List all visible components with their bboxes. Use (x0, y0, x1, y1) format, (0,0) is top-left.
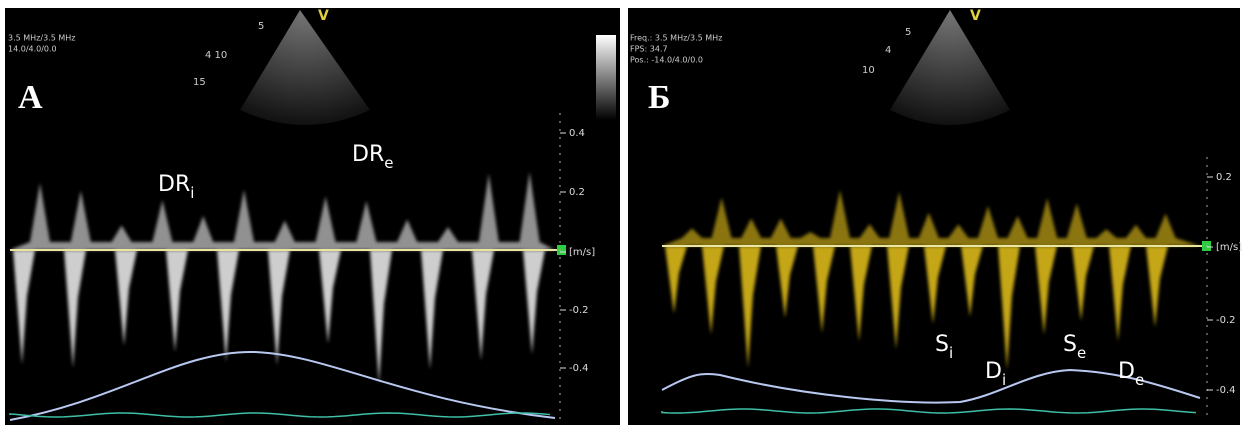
annotation-text: D (1118, 359, 1135, 384)
annotation-subscript: i (949, 344, 953, 362)
doppler-positive (10, 171, 555, 250)
scale-label: 0.4 (569, 128, 585, 139)
depth-mark: 5 (905, 27, 911, 38)
header-text: 3.5 MHz/3.5 MHz (8, 34, 75, 43)
annotation: De (1118, 359, 1144, 389)
annotation-text: S (935, 332, 949, 357)
depth-mark: V (970, 8, 981, 24)
doppler-negative (662, 246, 1200, 371)
annotation: Di (985, 359, 1006, 389)
gray-bar (596, 35, 616, 120)
annotation-text: DR (158, 172, 190, 197)
annotation-subscript: e (1135, 371, 1144, 389)
doppler-negative (10, 250, 555, 384)
doppler-positive (662, 189, 1200, 246)
scale-label: -0.4 (569, 363, 589, 374)
depth-mark: V (318, 8, 329, 24)
panel-label: А (18, 79, 43, 116)
depth-mark: 5 (258, 21, 264, 32)
sector-image (890, 10, 1010, 125)
annotation-subscript: e (1077, 344, 1086, 362)
ecg-trace (9, 412, 551, 418)
annotation: Si (935, 332, 953, 362)
header-text: Freq.: 3.5 MHz/3.5 MHz (630, 34, 722, 43)
annotation: DRe (352, 142, 393, 172)
annotation-subscript: i (190, 184, 194, 202)
ecg-trace (661, 408, 1197, 414)
scale-label: -0.2 (569, 305, 589, 316)
respiration-curve (9, 350, 556, 421)
annotation-subscript: e (384, 154, 393, 172)
scale-label: 0.2 (569, 187, 585, 198)
header-text: 14.0/4.0/0.0 (8, 45, 57, 54)
annotation-text: D (985, 359, 1002, 384)
header-text: FPS: 34.7 (630, 45, 668, 54)
baseline-marker (557, 245, 566, 255)
sector-image (240, 10, 370, 125)
respiration-curve (661, 368, 1201, 404)
header-text: Pos.: -14.0/4.0/0.0 (630, 56, 703, 65)
depth-mark: 4 10 (205, 50, 227, 61)
annotation: DRi (158, 172, 194, 202)
depth-mark: 4 (885, 45, 891, 56)
depth-mark: 10 (862, 65, 875, 76)
annotation: Se (1063, 332, 1086, 362)
scale-label: -0.4 (1216, 385, 1236, 396)
annotation-text: DR (352, 142, 384, 167)
depth-mark: 15 (193, 77, 206, 88)
panel-label: Б (648, 79, 670, 116)
scale-label: -0.2 (1216, 315, 1236, 326)
annotation-subscript: i (1002, 371, 1006, 389)
annotation-text: S (1063, 332, 1077, 357)
scale-label: [m/s] (569, 247, 595, 258)
scale-label: [m/s] (1216, 242, 1242, 253)
scale-label: 0.2 (1216, 172, 1232, 183)
